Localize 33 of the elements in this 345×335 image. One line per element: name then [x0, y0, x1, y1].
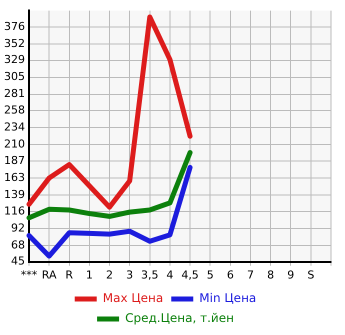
- x-tick-label: ***: [20, 268, 38, 282]
- x-tick-label: 4: [166, 268, 174, 282]
- y-tick-label: 210: [4, 138, 25, 151]
- x-tick-label: 4,5: [181, 268, 199, 282]
- x-tick-label: S: [307, 268, 314, 282]
- y-tick-label: 258: [4, 104, 25, 117]
- y-tick-label: 352: [4, 36, 25, 50]
- y-tick-label: 92: [10, 221, 25, 234]
- x-tick-label: 3: [126, 268, 134, 282]
- x-tick-label: 2: [106, 268, 114, 282]
- x-tick-label: 7: [246, 268, 254, 282]
- y-tick-label: 281: [4, 87, 25, 100]
- y-tick-label: 139: [4, 188, 25, 201]
- y-tick-label: 234: [4, 120, 25, 134]
- y-tick-label: 116: [4, 204, 25, 218]
- y-tick-label: 305: [4, 70, 25, 84]
- x-tick-label: RA: [42, 268, 57, 282]
- legend-label: Max Цена: [102, 291, 164, 306]
- x-tick-label: 1: [86, 268, 93, 282]
- legend-label: Min Цена: [199, 291, 256, 306]
- y-tick-label: 68: [10, 238, 25, 252]
- legend-label: Сред.Цена, т.йен: [125, 311, 234, 326]
- y-tick-label: 45: [10, 254, 25, 268]
- x-tick-label: 5: [206, 268, 214, 282]
- x-tick-label: 6: [226, 268, 234, 282]
- y-tick-label: 163: [4, 170, 25, 184]
- x-tick-label: 3,5: [141, 268, 159, 282]
- x-tick-label: R: [65, 268, 74, 282]
- x-tick-label: 9: [287, 268, 294, 282]
- y-tick-label: 329: [4, 53, 25, 66]
- y-tick-label: 187: [4, 154, 25, 167]
- y-tick-label: 376: [4, 20, 25, 33]
- x-tick-label: 8: [267, 268, 274, 282]
